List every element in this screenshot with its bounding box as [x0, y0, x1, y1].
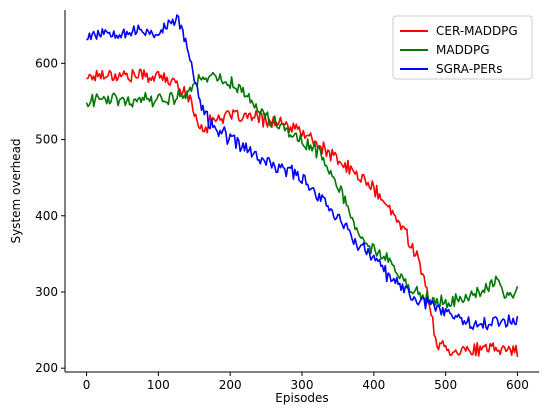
x-tick-label: 0 — [83, 378, 91, 392]
y-tick-label: 200 — [35, 361, 58, 375]
x-axis-label: Episodes — [275, 391, 328, 405]
x-tick-label: 100 — [147, 378, 170, 392]
legend-label: CER-MADDPG — [436, 24, 518, 38]
series-line-sgra-pers — [86, 14, 519, 331]
series-line-cer-maddpg — [86, 68, 519, 358]
legend-label: SGRA-PERs — [436, 62, 502, 76]
y-tick-label: 500 — [35, 133, 58, 147]
legend: CER-MADDPG MADDPG SGRA-PERs — [392, 15, 533, 80]
series-layer — [85, 14, 519, 358]
ticks-layer: 0 100 200 300 400 500 600 200 300 400 500 600 — [35, 56, 529, 392]
legend-label: MADDPG — [436, 43, 490, 57]
y-tick-label: 600 — [35, 56, 58, 70]
legend-items: CER-MADDPG MADDPG SGRA-PERs — [400, 24, 518, 76]
y-axis-label: System overhead — [9, 138, 23, 243]
y-tick-label: 300 — [35, 285, 58, 299]
x-tick-label: 600 — [506, 378, 529, 392]
x-tick-label: 400 — [362, 378, 385, 392]
x-tick-label: 500 — [434, 378, 457, 392]
y-tick-label: 400 — [35, 209, 58, 223]
x-tick-label: 200 — [219, 378, 242, 392]
series-line-maddpg — [85, 71, 519, 309]
x-tick-label: 300 — [291, 378, 314, 392]
